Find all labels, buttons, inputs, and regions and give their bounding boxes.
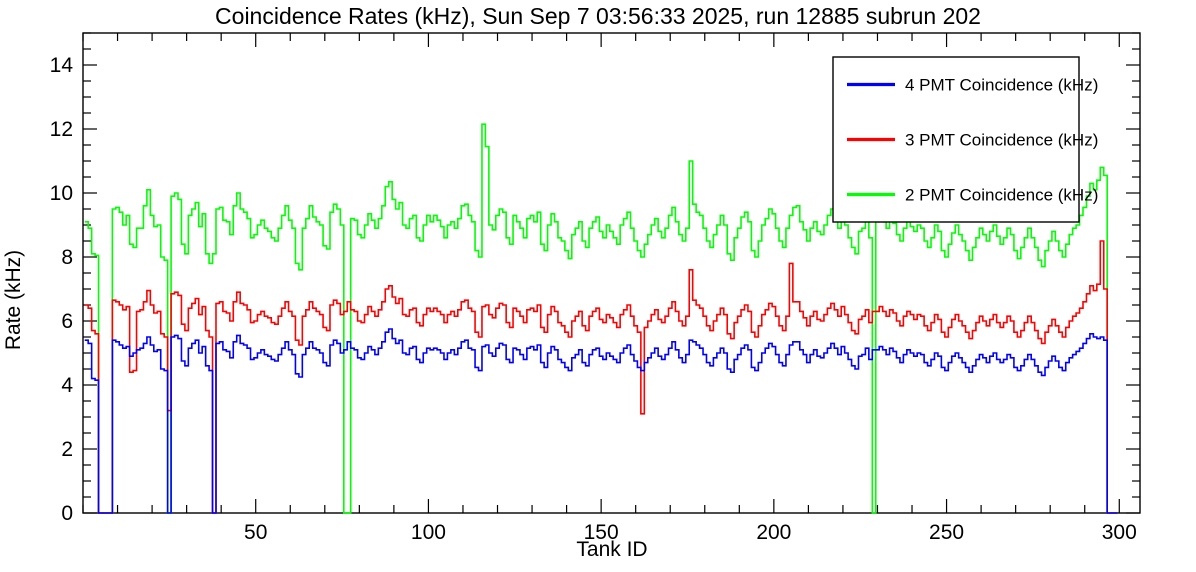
y-tick-label: 0 [61, 502, 73, 525]
legend-label-pmt3[interactable]: 3 PMT Coincidence (kHz) [905, 131, 1098, 150]
y-tick-label: 2 [61, 438, 73, 461]
page-title: Coincidence Rates (kHz), Sun Sep 7 03:56… [215, 3, 981, 29]
legend-label-pmt4[interactable]: 4 PMT Coincidence (kHz) [905, 76, 1098, 95]
legend[interactable]: 4 PMT Coincidence (kHz) 3 PMT Coincidence… [832, 56, 1098, 223]
y-tick-label: 8 [61, 246, 73, 269]
trace-pmt4 [84, 328, 1118, 514]
x-axis-ticks: 50 100 150 200 250 300 [82, 33, 1137, 544]
trace-pmt3 [84, 240, 1118, 514]
x-tick-label: 200 [756, 521, 791, 544]
y-tick-label: 4 [61, 374, 73, 397]
y-axis-title: Rate (kHz) [2, 250, 25, 350]
x-tick-label: 100 [411, 521, 446, 544]
y-axis-ticks: 0 2 4 6 8 10 12 14 [50, 32, 1140, 525]
legend-label-pmt2[interactable]: 2 PMT Coincidence (kHz) [905, 186, 1098, 205]
x-tick-label: 50 [244, 521, 267, 544]
y-tick-label: 14 [50, 54, 74, 77]
x-tick-label: 250 [929, 521, 964, 544]
x-tick-label: 150 [584, 521, 619, 544]
x-axis-title: Tank ID [576, 538, 647, 561]
y-tick-label: 10 [50, 182, 73, 205]
data-traces [84, 123, 1118, 514]
x-tick-label: 300 [1102, 521, 1137, 544]
y-tick-label: 6 [61, 310, 73, 333]
trace-pmt2 [84, 123, 1118, 514]
y-tick-label: 12 [50, 118, 73, 141]
